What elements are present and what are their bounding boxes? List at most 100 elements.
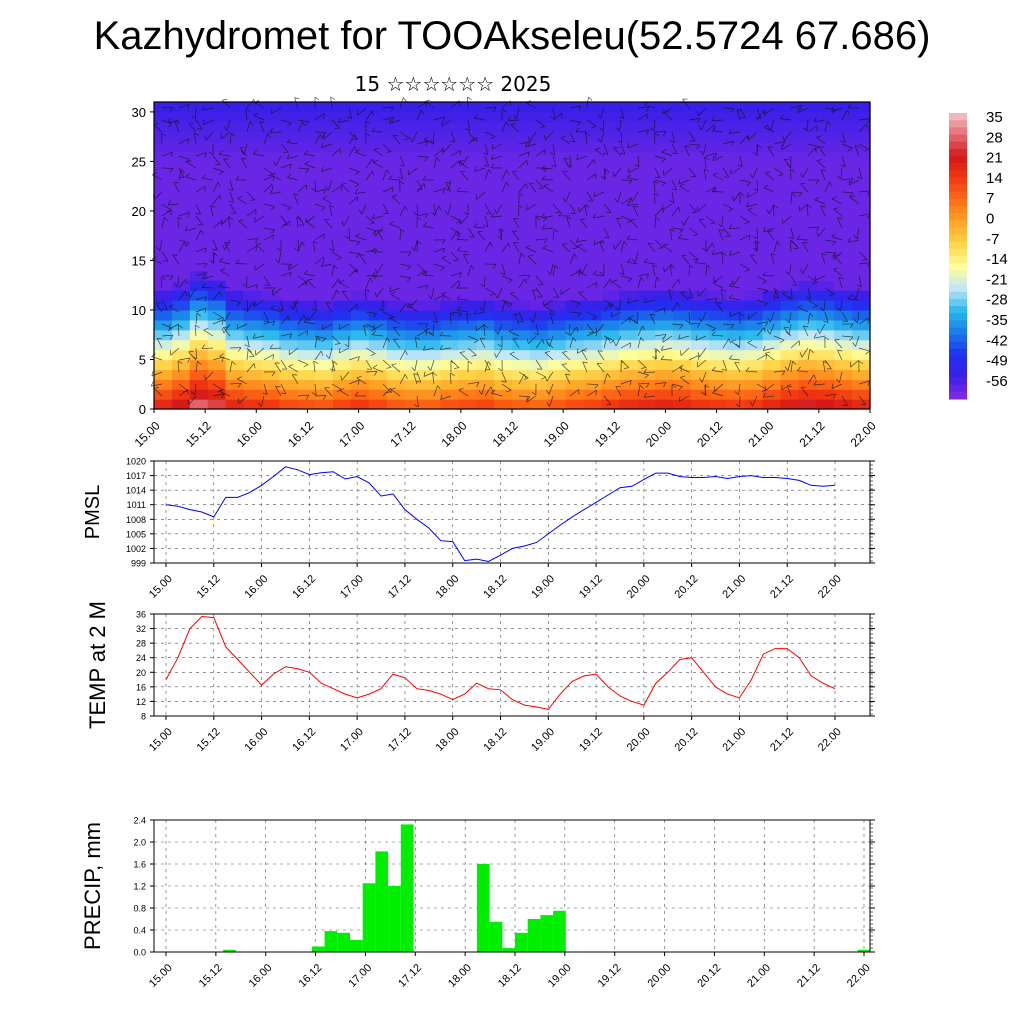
- wind-barb-flag: [763, 124, 769, 128]
- temperature-cell: [726, 290, 746, 301]
- wind-barb-flag: [372, 364, 378, 369]
- wind-barb-flag: [711, 187, 716, 192]
- temperature-cell: [673, 309, 692, 321]
- temperature-cell: [762, 181, 782, 192]
- temperature-cell: [834, 389, 853, 400]
- y-tick-label: 25: [132, 154, 146, 169]
- wind-barb-flag: [757, 144, 762, 149]
- wind-barb-flag: [518, 204, 523, 209]
- wind-barb: [484, 143, 489, 155]
- wind-barb-flag: [365, 288, 370, 293]
- temperature-cell: [422, 389, 441, 400]
- wind-barb: [459, 352, 469, 361]
- temperature-cell: [476, 280, 495, 291]
- wind-barb: [840, 299, 843, 311]
- temperature-cell: [368, 389, 388, 400]
- temperature-cell: [691, 309, 710, 321]
- temperature-cell: [476, 240, 495, 252]
- temperature-cell: [673, 280, 692, 291]
- temperature-cell: [852, 240, 871, 252]
- temperature-cell: [458, 290, 477, 301]
- temperature-cell: [243, 151, 262, 163]
- wind-barb-flag: [739, 192, 745, 197]
- wind-barb-flag: [217, 182, 221, 187]
- wind-barb: [841, 311, 848, 322]
- temperature-cell: [404, 349, 424, 361]
- wind-barb: [756, 227, 758, 240]
- temperature-cell: [619, 230, 638, 242]
- temperature-cell: [583, 161, 603, 172]
- wind-barb: [652, 265, 656, 277]
- temperature-cell: [512, 181, 531, 192]
- temperature-cell: [529, 369, 549, 380]
- temperature-cell: [744, 161, 764, 172]
- temperature-cell: [708, 379, 728, 390]
- temperature-cell: [189, 399, 209, 410]
- temperature-cell: [619, 369, 638, 380]
- temperature-cell: [476, 270, 495, 281]
- wind-barb: [463, 253, 469, 265]
- temperature-cell: [852, 102, 871, 113]
- wind-barb-flag: [663, 243, 669, 246]
- temperature-cell: [261, 369, 280, 380]
- wind-barb-flag: [566, 164, 572, 168]
- wind-barb: [382, 143, 392, 152]
- temperature-cell: [673, 220, 692, 232]
- temperature-cell: [154, 309, 173, 321]
- wind-barb: [348, 304, 358, 313]
- wind-barb: [855, 335, 860, 347]
- wind-barb-flag: [415, 336, 420, 340]
- wind-barb-flag: [354, 391, 359, 397]
- wind-barb: [399, 228, 401, 241]
- wind-barb-flag: [748, 235, 751, 241]
- wind-barb: [185, 176, 197, 181]
- wind-barb-flag: [501, 108, 507, 113]
- temperature-cell: [691, 329, 710, 341]
- wind-barb: [229, 132, 232, 145]
- temperature-cell: [708, 171, 728, 182]
- wind-barb: [535, 275, 544, 285]
- temperature-cell: [350, 260, 370, 271]
- temperature-cell: [583, 369, 603, 380]
- wind-barb-flag: [627, 278, 632, 283]
- wind-barb: [824, 181, 830, 193]
- wind-barb: [695, 262, 707, 265]
- temperature-cell: [637, 399, 656, 410]
- temperature-cell: [565, 141, 585, 153]
- temperature-cell: [637, 131, 656, 143]
- wind-barb: [314, 188, 326, 193]
- wind-barb-flag: [311, 188, 316, 192]
- wind-barb: [773, 204, 775, 217]
- temperature-cell: [655, 201, 674, 212]
- precip-bar: [362, 883, 376, 953]
- temperature-cell: [529, 201, 549, 212]
- wind-barb-flag: [800, 269, 804, 274]
- temperature-cell: [494, 240, 513, 252]
- temperature-cell: [154, 290, 173, 301]
- temperature-cell: [619, 151, 638, 163]
- wind-barb: [637, 129, 649, 133]
- temperature-cell: [368, 349, 388, 361]
- wind-barb: [263, 184, 273, 193]
- wind-barb-flag: [577, 244, 583, 247]
- wind-barb-flag: [161, 132, 166, 137]
- wind-barb: [594, 149, 605, 157]
- wind-barb-flag: [195, 212, 201, 215]
- wind-barb: [807, 299, 818, 307]
- wind-barb-flag: [763, 327, 766, 333]
- wind-barb: [314, 233, 325, 241]
- temperature-cell: [655, 339, 674, 351]
- wind-barb: [704, 385, 707, 397]
- wind-barb-flag: [639, 384, 644, 390]
- wind-barb-flag: [714, 186, 717, 193]
- temperature-cell: [207, 399, 227, 410]
- wind-barb-flag: [411, 246, 416, 252]
- wind-barb-flag: [187, 357, 191, 363]
- temperature-cell: [440, 339, 459, 351]
- wind-barb-flag: [698, 317, 702, 323]
- temperature-cell: [333, 131, 352, 143]
- temperature-cell: [368, 201, 388, 212]
- temperature-cell: [386, 181, 406, 192]
- wind-barb: [824, 251, 837, 254]
- temperature-cell: [655, 359, 674, 370]
